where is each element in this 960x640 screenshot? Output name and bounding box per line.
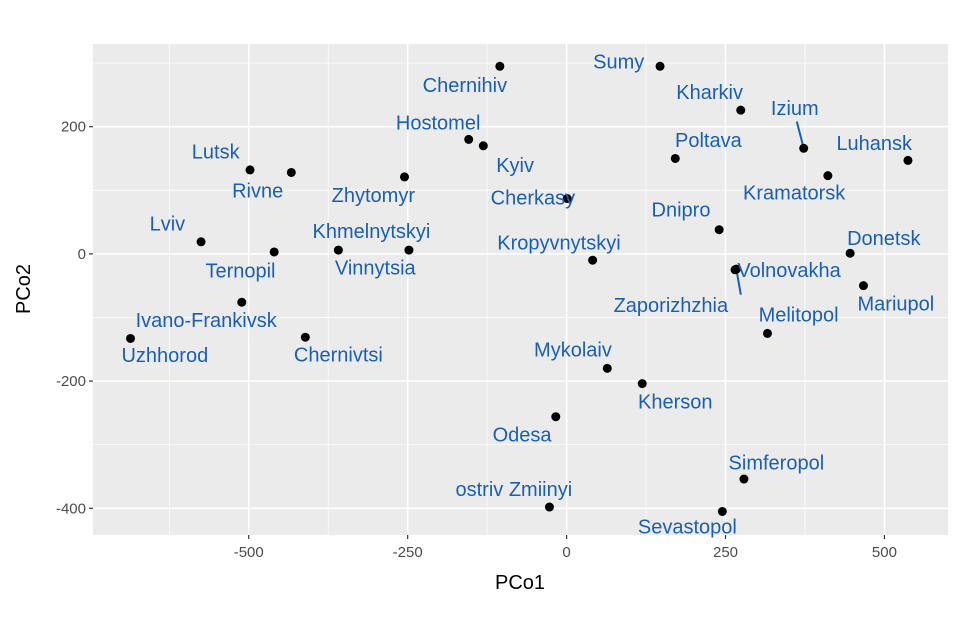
x-tick-label: 500: [872, 544, 897, 561]
point-label: Kropyvnytskyi: [497, 233, 620, 255]
data-point: [739, 474, 749, 484]
point-label: Ivano-Frankivsk: [136, 310, 278, 332]
data-point: [478, 141, 488, 151]
data-point: [495, 61, 505, 71]
data-point: [903, 155, 913, 165]
plot-panel: [93, 44, 948, 535]
data-point: [126, 333, 136, 343]
point-label: Izium: [771, 98, 819, 120]
grid-minor: [93, 44, 948, 535]
data-points: [126, 61, 913, 516]
point-label: ostriv Zmiinyi: [455, 479, 572, 501]
point-label: Rivne: [232, 180, 283, 202]
x-axis-title: PCo1: [495, 572, 545, 594]
data-point: [237, 297, 247, 307]
data-point: [602, 363, 612, 373]
y-tick-label: 200: [61, 119, 86, 136]
point-label: Odesa: [493, 425, 553, 447]
data-point: [588, 255, 598, 265]
point-label: Cherkasy: [491, 187, 575, 209]
data-point: [670, 153, 680, 163]
data-point: [845, 248, 855, 258]
x-tick-label: 250: [713, 544, 738, 561]
data-point: [286, 167, 296, 177]
x-tick-label: -250: [393, 544, 423, 561]
point-label: Donetsk: [847, 228, 921, 250]
point-label: Hostomel: [396, 112, 480, 134]
point-label: Lutsk: [192, 142, 241, 164]
leader-line: [795, 121, 805, 149]
data-point: [464, 134, 474, 144]
data-point: [858, 281, 868, 291]
data-point: [196, 237, 206, 247]
data-point: [404, 245, 414, 255]
point-label: Sumy: [593, 51, 644, 73]
point-label: Melitopol: [759, 304, 839, 326]
x-tick-label: 0: [562, 544, 570, 561]
y-tick-label: 0: [78, 246, 86, 263]
x-axis-ticks: -500 -250 0 250 500: [234, 535, 897, 561]
point-label: Kharkiv: [676, 82, 743, 104]
point-label: Sevastopol: [638, 516, 737, 538]
point-label: Lviv: [150, 214, 186, 236]
point-label: Kyiv: [496, 155, 534, 177]
data-point: [731, 264, 741, 274]
point-label: Kramatorsk: [743, 182, 846, 204]
point-label: Zhytomyr: [332, 185, 416, 207]
data-point: [637, 379, 647, 389]
x-tick-label: -500: [234, 544, 264, 561]
data-point: [562, 194, 572, 204]
point-label: Ternopil: [205, 261, 275, 283]
data-point: [655, 61, 665, 71]
y-tick-label: -200: [56, 373, 86, 390]
data-point: [300, 332, 310, 342]
point-label: Zaporizhzhia: [614, 295, 729, 317]
point-label: Khmelnytskyi: [313, 221, 431, 243]
point-label: Mykolaiv: [534, 339, 612, 361]
data-point: [717, 506, 727, 516]
data-point: [762, 328, 772, 338]
point-label: Chernivtsi: [294, 345, 383, 367]
point-label: Chernihiv: [423, 75, 507, 97]
data-point: [269, 247, 279, 257]
point-label: Uzhhorod: [121, 345, 208, 367]
data-point: [551, 412, 561, 422]
data-point: [799, 143, 809, 153]
data-point: [245, 165, 255, 175]
point-label: Kherson: [638, 392, 713, 414]
data-point: [333, 245, 343, 255]
data-point: [736, 105, 746, 115]
data-point: [399, 172, 409, 182]
point-label: Luhansk: [836, 133, 913, 155]
point-labels: Chernihiv Sumy Kharkiv Izium Hostomel Kyiv Lut…: [121, 51, 934, 538]
data-point: [714, 225, 724, 235]
data-point: [823, 171, 833, 181]
y-axis-title: PCo2: [13, 264, 35, 314]
y-axis-ticks: -400 -200 0 200: [56, 119, 93, 517]
point-label: Vinnytsia: [335, 257, 417, 279]
point-label: Dnipro: [652, 200, 711, 222]
point-label: Mariupol: [858, 294, 935, 316]
y-tick-label: -400: [56, 500, 86, 517]
data-point: [544, 502, 554, 512]
point-label: Poltava: [675, 130, 743, 152]
point-label: Volnovakha: [737, 260, 841, 282]
grid-major: [93, 44, 948, 535]
point-label: Simferopol: [729, 453, 825, 475]
